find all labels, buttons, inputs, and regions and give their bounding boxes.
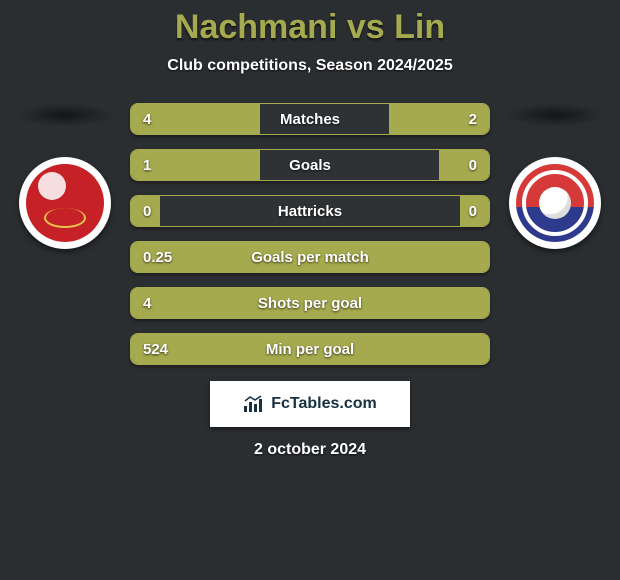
left-club-logo [19,157,111,249]
subtitle: Club competitions, Season 2024/2025 [0,57,620,75]
stat-row: 4Matches2 [130,103,490,135]
root: Nachmani vs Lin Club competitions, Seaso… [0,0,620,459]
stat-label: Goals [131,157,489,174]
stat-value-right: 2 [469,111,477,128]
shadow-ellipse [505,103,605,127]
right-club-logo [509,157,601,249]
stat-row: 1Goals0 [130,149,490,181]
right-club-logo-art [516,164,594,242]
branding-text: FcTables.com [271,395,377,413]
stats-column: 4Matches21Goals00Hattricks00.25Goals per… [130,103,490,365]
stat-value-right: 0 [469,157,477,174]
main-row: 4Matches21Goals00Hattricks00.25Goals per… [0,103,620,365]
branding-chart-icon [243,395,265,413]
left-player-col [10,103,120,249]
left-club-logo-art [26,164,104,242]
stat-label: Matches [131,111,489,128]
date-line: 2 october 2024 [0,441,620,459]
stat-label: Min per goal [131,341,489,358]
stat-label: Shots per goal [131,295,489,312]
stat-value-right: 0 [469,203,477,220]
page-title: Nachmani vs Lin [0,8,620,47]
shadow-ellipse [15,103,115,127]
stat-label: Hattricks [131,203,489,220]
right-player-col [500,103,610,249]
branding-badge: FcTables.com [210,381,410,427]
stat-row: 524Min per goal [130,333,490,365]
stat-label: Goals per match [131,249,489,266]
stat-row: 4Shots per goal [130,287,490,319]
stat-row: 0Hattricks0 [130,195,490,227]
stat-row: 0.25Goals per match [130,241,490,273]
